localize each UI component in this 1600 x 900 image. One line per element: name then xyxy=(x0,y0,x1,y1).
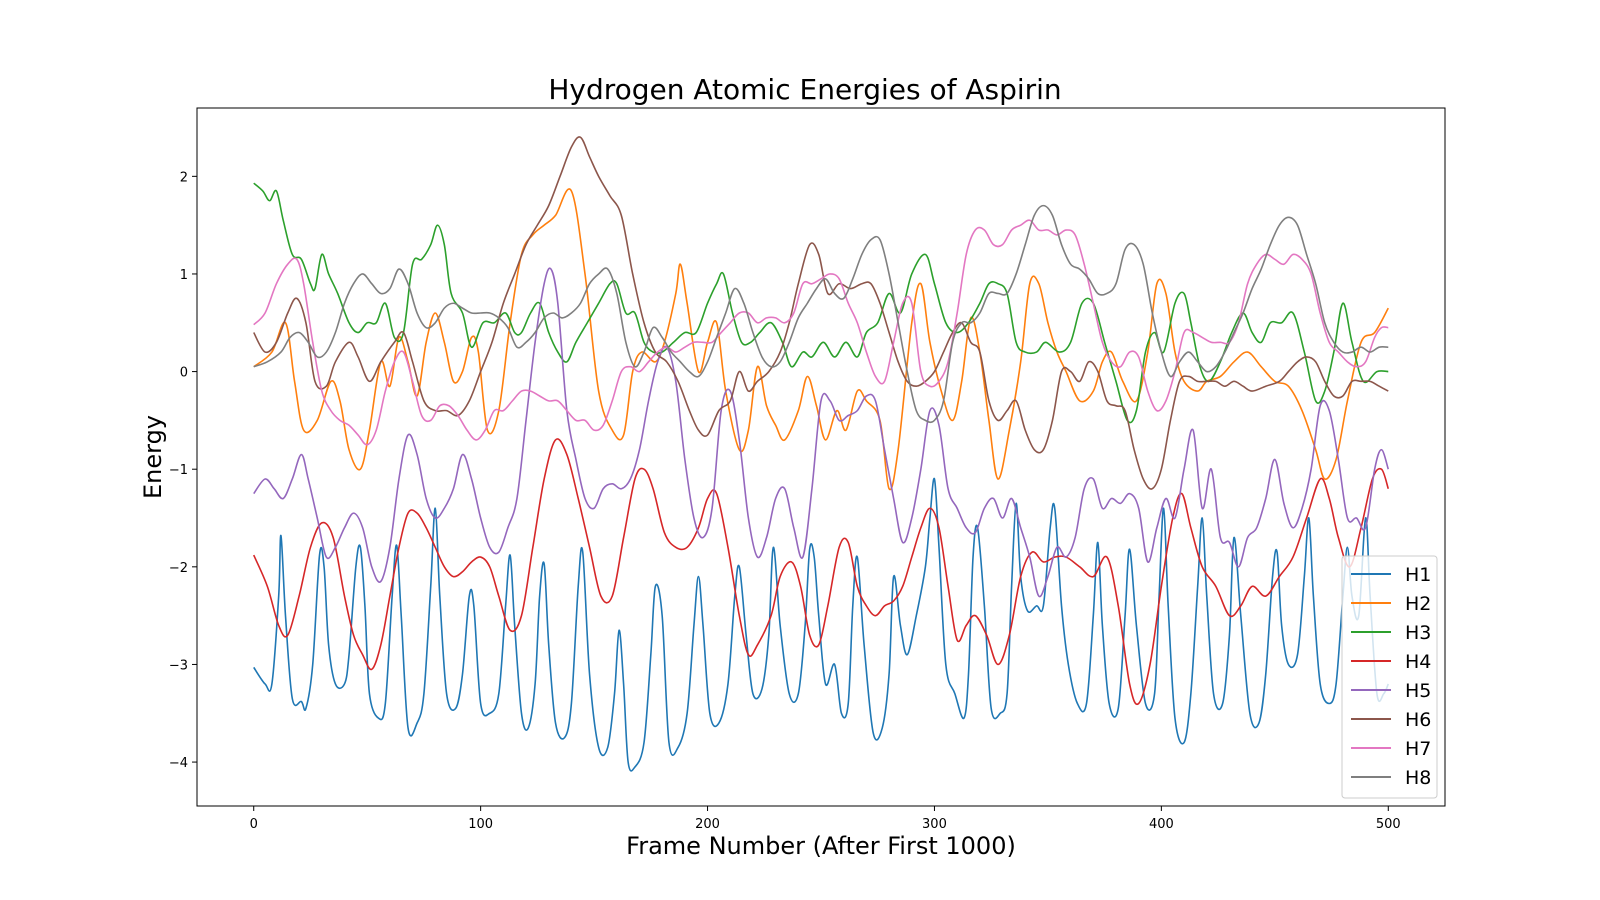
series-layer xyxy=(252,136,1390,772)
plot-frame xyxy=(196,107,1446,807)
legend-label-h2: H2 xyxy=(1405,593,1431,615)
series-line-h2 xyxy=(253,188,1389,491)
x-tick-label: 100 xyxy=(468,817,493,832)
x-axis-label: Frame Number (After First 1000) xyxy=(626,832,1016,860)
series-line-h7 xyxy=(253,219,1389,446)
x-tick-label: 200 xyxy=(695,817,720,832)
legend-label-h1: H1 xyxy=(1405,564,1431,586)
series-line-h8 xyxy=(253,204,1389,424)
x-tick-label: 400 xyxy=(1149,817,1174,832)
legend: H1 H2 H3 H4 H5 H6 H7 H8 xyxy=(1341,555,1438,799)
legend-label-h5: H5 xyxy=(1405,680,1431,702)
y-tick-label: −1 xyxy=(169,463,188,478)
legend-box xyxy=(1341,555,1438,799)
y-axis-label: Energy xyxy=(139,415,167,499)
series-line-h3 xyxy=(253,182,1389,424)
y-tick-label: −2 xyxy=(169,561,188,576)
series-line-h5 xyxy=(253,267,1390,598)
x-axis: 0 100 200 300 400 500 xyxy=(250,806,1401,832)
y-tick-label: 2 xyxy=(180,170,188,185)
y-axis: −4 −3 −2 −1 0 1 2 xyxy=(169,170,197,771)
legend-label-h3: H3 xyxy=(1405,622,1431,644)
series-line-h4 xyxy=(252,438,1390,706)
y-tick-label: 0 xyxy=(180,366,188,381)
chart-title: Hydrogen Atomic Energies of Aspirin xyxy=(548,73,1061,106)
legend-label-h7: H7 xyxy=(1405,738,1431,760)
y-tick-label: −3 xyxy=(169,658,188,673)
x-tick-label: 300 xyxy=(922,817,947,832)
x-tick-label: 0 xyxy=(250,817,258,832)
legend-label-h6: H6 xyxy=(1405,709,1431,731)
x-tick-label: 500 xyxy=(1376,817,1401,832)
y-tick-label: −4 xyxy=(169,756,188,771)
y-tick-label: 1 xyxy=(180,268,188,283)
legend-label-h4: H4 xyxy=(1405,651,1431,673)
series-line-h1 xyxy=(253,477,1390,772)
legend-label-h8: H8 xyxy=(1405,767,1431,789)
